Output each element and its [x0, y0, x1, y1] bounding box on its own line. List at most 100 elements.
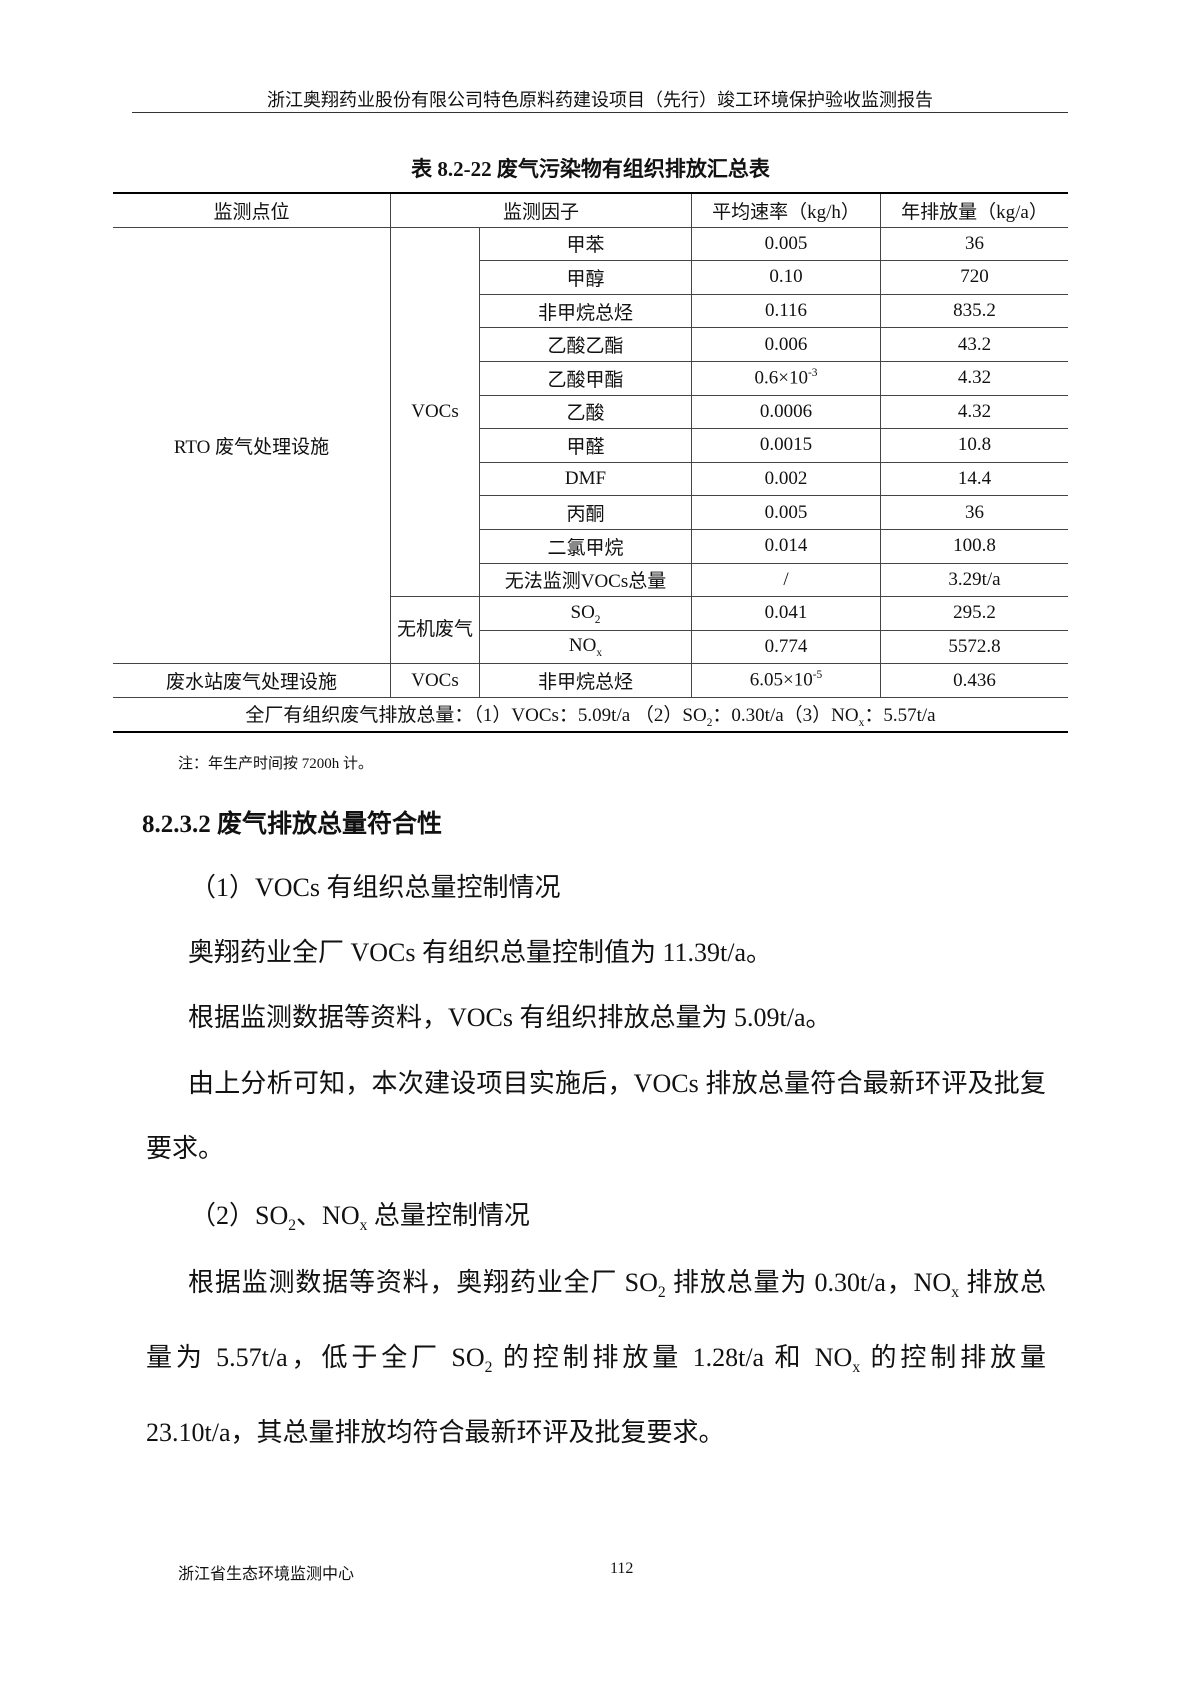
table-row: 甲醇 0.10 720	[113, 260, 1068, 295]
rate-cell-text: 0.014	[764, 535, 808, 557]
rate-cell-text: /	[783, 568, 789, 590]
table-row: 废水站废气处理设施 VOCs 非甲烷总烃 6.05×10-5 0.436	[113, 663, 1068, 698]
annual-cell-text: 4.32	[957, 400, 992, 422]
rate-cell-text: 0.002	[764, 468, 808, 490]
text-run: 全厂有组织废气排放总量：（1）VOCs：5.09t/a （2）SO	[245, 704, 707, 726]
factor-cell: NOx	[479, 629, 692, 665]
rate-cell: 6.05×10-5	[691, 663, 881, 698]
total-cell: 全厂有组织废气排放总量：（1）VOCs：5.09t/a （2）SO2：0.30t…	[113, 696, 1068, 732]
factor-cell: 二氯甲烷	[479, 528, 692, 564]
rate-cell-text: 0.005	[764, 501, 808, 523]
rate-cell-sup: -3	[807, 367, 818, 380]
header-rule	[132, 112, 1068, 113]
text-run: 的控制排放量 23.10t/a，其总量排放均符合最新环评及批复要求。	[146, 1343, 1046, 1448]
table-row: 甲醛 0.0015 10.8	[113, 428, 1068, 463]
annual-cell: 295.2	[880, 596, 1068, 631]
paragraph: （2）SO2、NOx 总量控制情况	[190, 1183, 1046, 1258]
table-row: 非甲烷总烃 0.116 835.2	[113, 293, 1068, 329]
text-run: ：0.30t/a（3）NO	[712, 704, 859, 726]
text-run: 排放总量为 5.57t/a，低于全厂 SO	[146, 1268, 1046, 1373]
annual-cell-text: 10.8	[957, 434, 992, 456]
page-number: 112	[610, 1560, 634, 1577]
annual-cell: 3.29t/a	[880, 562, 1068, 598]
group-cell: VOCs	[390, 226, 480, 598]
rate-cell: 0.0015	[691, 428, 881, 463]
factor-cell-text: 甲苯	[566, 235, 605, 257]
text-run: 的控制排放量 1.28t/a 和 NO	[492, 1343, 853, 1373]
factor-cell-text: 乙酸乙酯	[547, 336, 624, 358]
annual-cell-text: 100.8	[953, 535, 996, 557]
subscript: x	[951, 1284, 959, 1302]
subscript: 2	[288, 1217, 297, 1235]
factor-cell-text: 甲醛	[566, 436, 605, 458]
annual-cell-text: 36	[965, 232, 984, 254]
rate-cell-text: 0.041	[764, 602, 808, 624]
factor-cell-text: 丙酮	[566, 504, 605, 526]
annual-cell: 10.8	[880, 428, 1068, 463]
factor-cell-sub: x	[596, 646, 603, 659]
annual-cell: 4.32	[880, 394, 1068, 430]
rate-cell: 0.005	[691, 495, 881, 530]
factor-cell: 丙酮	[479, 495, 692, 530]
text-run: （2）SO	[190, 1201, 289, 1230]
subscript: x	[858, 716, 865, 729]
table-total-row: 全厂有组织废气排放总量：（1）VOCs：5.09t/a （2）SO2：0.30t…	[113, 696, 1068, 732]
subscript: 2	[484, 1359, 493, 1377]
factor-cell: DMF	[479, 461, 692, 497]
header-site: 监测点位	[113, 193, 391, 228]
rate-cell: 0.006	[691, 327, 881, 362]
table-note: 注：年生产时间按 7200h 计。	[178, 756, 374, 772]
factor-cell-text: 非甲烷总烃	[537, 672, 633, 694]
rate-cell-text: 0.774	[764, 636, 808, 658]
rate-cell-text: 0.0015	[759, 434, 813, 456]
rate-cell-text: 0.10	[769, 266, 803, 288]
table-row: NOx 0.774 5572.8	[113, 629, 1068, 665]
site-cell-text: RTO 废气处理设施	[173, 436, 330, 458]
factor-cell-text: 甲醇	[566, 268, 605, 290]
table-row: RTO 废气处理设施 VOCs 甲苯 0.005 36	[113, 226, 1068, 665]
table-row: 无法监测VOCs总量 / 3.29t/a	[113, 562, 1068, 598]
annual-cell: 835.2	[880, 293, 1068, 329]
table-row: 乙酸 0.0006 4.32	[113, 394, 1068, 430]
text-run: 排放总量为 0.30t/a，NO	[665, 1268, 952, 1297]
annual-cell-text: 5572.8	[948, 636, 1001, 658]
subscript: x	[852, 1359, 861, 1377]
rate-cell-text: 0.005	[764, 232, 808, 254]
annual-cell: 43.2	[880, 327, 1068, 362]
text-run: （1）VOCs 有组织总量控制情况	[190, 873, 561, 902]
site-cell-text: 废水站废气处理设施	[165, 672, 337, 694]
annual-cell-text: 295.2	[953, 602, 996, 624]
factor-cell: 甲苯	[479, 226, 692, 262]
rate-cell-text: 6.05×10	[749, 669, 813, 691]
annual-cell-text: 3.29t/a	[948, 568, 1001, 590]
table-title: 表 8.2-22 废气污染物有组织排放汇总表	[411, 157, 770, 181]
running-header: 浙江奥翔药业股份有限公司特色原料药建设项目（先行）竣工环境保护验收监测报告	[267, 90, 933, 110]
annual-cell: 36	[880, 495, 1068, 530]
section-heading: 8.2.3.2 废气排放总量符合性	[142, 811, 443, 838]
factor-cell: SO2	[479, 596, 692, 631]
text-run: 根据监测数据等资料，奥翔药业全厂 SO	[188, 1268, 658, 1297]
rate-cell: 0.014	[691, 528, 881, 564]
annual-cell: 36	[880, 226, 1068, 262]
group-cell-text: VOCs	[411, 400, 459, 422]
factor-cell: 乙酸	[479, 394, 692, 430]
annual-cell: 4.32	[880, 360, 1068, 396]
annual-cell-text: 0.436	[953, 669, 996, 691]
paragraph: 根据监测数据等资料，VOCs 有组织排放总量为 5.09t/a。	[188, 985, 1046, 1050]
header-rate: 平均速率（kg/h）	[691, 193, 881, 228]
text-run: ：5.57t/a	[864, 704, 936, 726]
rate-cell-text: 0.006	[764, 333, 808, 355]
group-cell-text: VOCs	[411, 669, 459, 691]
rate-cell: 0.005	[691, 226, 881, 262]
emissions-table: 监测点位 监测因子 平均速率（kg/h） 年排放量（kg/a） RTO 废气处理…	[113, 192, 1068, 733]
annual-cell-text: 36	[965, 501, 984, 523]
header-factor: 监测因子	[390, 193, 692, 228]
text-run: 奥翔药业全厂 VOCs 有组织总量控制值为 11.39t/a。	[188, 938, 773, 967]
rate-cell: 0.116	[691, 293, 881, 329]
rate-cell: 0.0006	[691, 394, 881, 430]
annual-cell: 100.8	[880, 528, 1068, 564]
annual-cell-text: 14.4	[957, 468, 992, 490]
factor-cell-text: SO	[570, 601, 595, 623]
group-cell: VOCs	[390, 663, 480, 698]
subscript: x	[359, 1217, 368, 1235]
